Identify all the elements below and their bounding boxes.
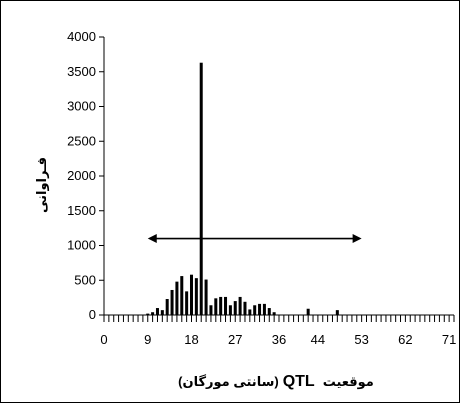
bar xyxy=(248,309,252,315)
bar xyxy=(160,310,164,315)
x-axis-title-prefix: موقعیت xyxy=(323,374,374,389)
bar xyxy=(209,305,213,315)
y-axis-title: فـراوانی xyxy=(34,157,49,213)
y-tick-label: 500 xyxy=(74,272,96,287)
bar xyxy=(151,312,155,315)
y-tick-label: 0 xyxy=(89,307,96,322)
x-tick-label: 44 xyxy=(311,332,325,347)
bar xyxy=(194,278,198,315)
y-tick-label: 4000 xyxy=(67,29,96,44)
bar xyxy=(170,289,174,315)
range-annotation xyxy=(147,234,362,244)
bar xyxy=(180,276,184,315)
y-tick-label: 1500 xyxy=(67,203,96,218)
bar xyxy=(224,296,228,315)
bar xyxy=(155,308,159,315)
x-tick-label: 53 xyxy=(354,332,368,347)
bar xyxy=(189,274,194,315)
y-tick-label: 1000 xyxy=(67,238,96,253)
x-tick-label: 36 xyxy=(272,332,286,347)
x-axis-title: (سانتی مورگان) QTL موقعیت xyxy=(178,373,374,390)
bar xyxy=(185,291,189,315)
bar xyxy=(214,298,218,315)
bar xyxy=(243,301,247,315)
bar xyxy=(199,62,203,316)
bar xyxy=(262,303,266,315)
bar xyxy=(175,281,179,315)
x-tick-label: 9 xyxy=(144,332,151,347)
bar xyxy=(267,308,271,315)
bar xyxy=(253,305,257,315)
x-axis: 0 9 18 27 36 44 53 62 71 xyxy=(100,314,456,347)
bar xyxy=(233,301,237,315)
bar xyxy=(204,279,208,315)
bar xyxy=(272,312,276,315)
bar xyxy=(238,296,242,315)
x-tick-label: 0 xyxy=(100,332,107,347)
bar xyxy=(258,303,262,315)
y-tick-label: 3500 xyxy=(67,64,96,79)
x-tick-label: 27 xyxy=(228,332,242,347)
x-tick-label: 62 xyxy=(398,332,412,347)
x-tick-label: 71 xyxy=(442,332,456,347)
y-axis: 0 500 1000 1500 2000 2500 3000 3500 4000 xyxy=(67,29,105,322)
bar xyxy=(228,305,232,315)
x-tick-label: 18 xyxy=(184,332,198,347)
x-axis-title-code: QTL xyxy=(283,373,315,390)
y-tick-label: 3000 xyxy=(67,99,96,114)
arrow-head-left xyxy=(147,234,157,244)
bar xyxy=(165,299,169,315)
y-tick-label: 2000 xyxy=(67,168,96,183)
y-tick-label: 2500 xyxy=(67,133,96,148)
arrow-head-right xyxy=(352,234,362,244)
bar xyxy=(219,296,223,315)
bar xyxy=(306,308,310,315)
x-axis-title-unit: (سانتی مورگان) xyxy=(178,374,279,389)
bar xyxy=(335,310,339,315)
bar-series xyxy=(146,62,339,316)
bar xyxy=(146,313,150,315)
